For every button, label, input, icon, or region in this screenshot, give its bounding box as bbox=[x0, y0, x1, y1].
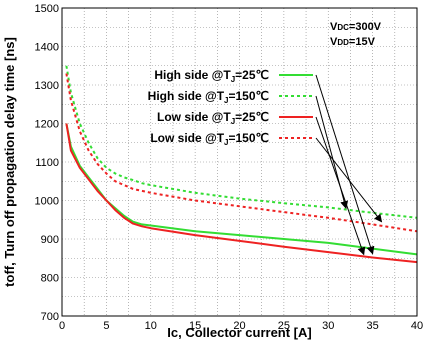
legend-entry-1: High side @TJ=25℃ bbox=[154, 68, 313, 84]
x-tick-label: 15 bbox=[189, 320, 201, 332]
y-tick-label: 700 bbox=[41, 311, 59, 323]
legend-arrows bbox=[315, 74, 383, 256]
y-tick-label: 1400 bbox=[35, 42, 59, 54]
x-tick-label: 25 bbox=[278, 320, 290, 332]
condition-label-1: VDC=300V bbox=[330, 21, 382, 33]
x-tick-label: 40 bbox=[411, 320, 423, 332]
legend-arrow-4 bbox=[315, 137, 383, 223]
legend-label: Low side @TJ=25℃ bbox=[157, 110, 269, 126]
series-line-3 bbox=[65, 123, 418, 264]
legend-label: High side @TJ=150℃ bbox=[148, 89, 269, 105]
plot-frame bbox=[61, 7, 418, 317]
y-tick-label: 1000 bbox=[35, 196, 59, 208]
y-tick-label: 900 bbox=[41, 234, 59, 246]
legend-label: High side @TJ=25℃ bbox=[154, 68, 269, 84]
x-tick-label: 10 bbox=[145, 320, 157, 332]
y-tick-label: 800 bbox=[41, 273, 59, 285]
series-line-4 bbox=[65, 73, 418, 233]
x-tick-label: 20 bbox=[233, 320, 245, 332]
legend-arrow-3 bbox=[315, 116, 366, 256]
y-tick-label: 1100 bbox=[35, 157, 59, 169]
legend-entry-2: High side @TJ=150℃ bbox=[148, 89, 313, 105]
x-tick-label: 35 bbox=[367, 320, 379, 332]
x-tick-label: 30 bbox=[322, 320, 334, 332]
conditions: VDC=300V VDD=15V bbox=[330, 21, 382, 48]
grid bbox=[61, 7, 418, 317]
series-group bbox=[65, 65, 418, 264]
legend: High side @TJ=25℃ High side @TJ=150℃ Low s… bbox=[148, 68, 313, 147]
x-tick-label: 0 bbox=[59, 320, 65, 332]
legend-arrow-1 bbox=[315, 74, 375, 255]
y-axis-title: toff, Turn off propagation delay time [n… bbox=[2, 37, 17, 287]
series-line-1 bbox=[65, 123, 418, 256]
y-tick-label: 1500 bbox=[35, 3, 59, 15]
legend-entry-4: Low side @TJ=150℃ bbox=[150, 131, 313, 147]
legend-entry-3: Low side @TJ=25℃ bbox=[157, 110, 313, 126]
y-tick-label: 1200 bbox=[35, 119, 59, 131]
condition-label-2: VDD=15V bbox=[330, 36, 376, 48]
tick-labels: 0 5 10 15 20 25 30 35 40 700 800 900 1000 1100 1200 130… bbox=[35, 3, 424, 332]
series-line-2 bbox=[65, 65, 418, 219]
legend-label: Low side @TJ=150℃ bbox=[150, 131, 269, 147]
x-axis-title: Ic, Collector current [A] bbox=[167, 325, 311, 340]
y-tick-label: 1300 bbox=[35, 80, 59, 92]
x-tick-label: 5 bbox=[103, 320, 109, 332]
